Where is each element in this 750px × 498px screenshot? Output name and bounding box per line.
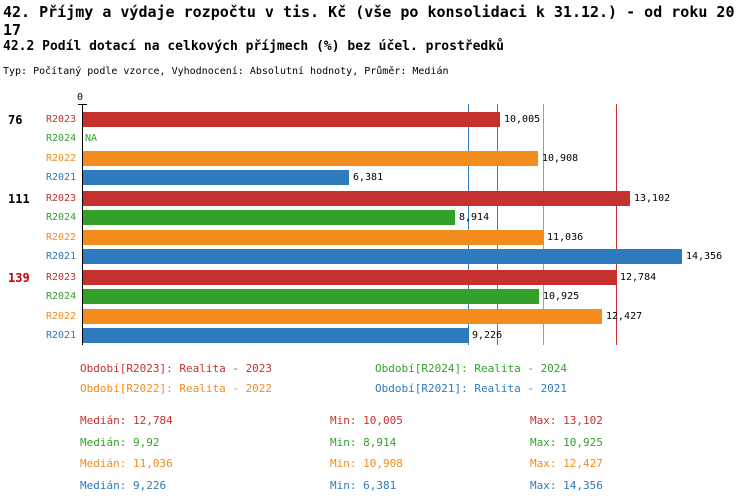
median-line-r2021 xyxy=(468,104,469,345)
series-label-r2022-139: R2022 xyxy=(46,311,77,322)
series-label-r2022-76: R2022 xyxy=(46,153,77,164)
legend-item-r2021: Období[R2021]: Realita - 2021 xyxy=(375,382,568,395)
series-label-r2023-139: R2023 xyxy=(46,272,77,283)
stat-median-r2021: Medián: 9,226 xyxy=(80,479,167,492)
series-label-r2023-111: R2023 xyxy=(46,193,77,204)
series-label-r2022-111: R2022 xyxy=(46,232,77,243)
group-label-139: 139 xyxy=(8,271,30,285)
stat-min-r2023: Min: 10,005 xyxy=(330,414,403,427)
bar-r2022-111 xyxy=(83,230,543,245)
series-label-r2023-76: R2023 xyxy=(46,114,77,125)
chart-title: 42. Příjmy a výdaje rozpočtu v tis. Kč (… xyxy=(3,3,735,39)
value-label-r2023-76: 10,005 xyxy=(504,114,541,125)
stat-median-r2022: Medián: 11,036 xyxy=(80,457,173,470)
series-label-r2021-139: R2021 xyxy=(46,330,77,341)
value-label-r2024-139: 10,925 xyxy=(543,291,580,302)
median-line-r2023 xyxy=(616,104,617,345)
bar-r2022-139 xyxy=(83,309,602,324)
axis-zero-label: 0 xyxy=(77,92,84,103)
series-label-r2024-139: R2024 xyxy=(46,291,77,302)
stat-min-r2022: Min: 10,908 xyxy=(330,457,403,470)
median-line-r2022 xyxy=(543,104,544,345)
group-label-76: 76 xyxy=(8,113,23,127)
legend-item-r2023: Období[R2023]: Realita - 2023 xyxy=(80,362,273,375)
series-label-r2021-76: R2021 xyxy=(46,172,77,183)
series-label-r2024-111: R2024 xyxy=(46,212,77,223)
value-label-r2021-139: 9,226 xyxy=(472,330,503,341)
bar-r2022-76 xyxy=(83,151,538,166)
legend-item-r2024: Období[R2024]: Realita - 2024 xyxy=(375,362,568,375)
stat-min-r2021: Min: 6,381 xyxy=(330,479,397,492)
value-label-r2023-111: 13,102 xyxy=(634,193,671,204)
stat-max-r2023: Max: 13,102 xyxy=(530,414,603,427)
bar-r2021-111 xyxy=(83,249,682,264)
value-label-r2022-139: 12,427 xyxy=(606,311,643,322)
y-axis-line xyxy=(82,104,83,345)
bar-r2024-111 xyxy=(83,210,455,225)
value-label-r2021-76: 6,381 xyxy=(353,172,384,183)
stat-min-r2024: Min: 8,914 xyxy=(330,436,397,449)
median-line-r2024 xyxy=(497,104,498,345)
value-label-r2022-76: 10,908 xyxy=(542,153,579,164)
series-label-r2021-111: R2021 xyxy=(46,251,77,262)
bar-r2024-139 xyxy=(83,289,539,304)
series-label-r2024-76: R2024 xyxy=(46,133,77,144)
stat-max-r2022: Max: 12,427 xyxy=(530,457,603,470)
legend-item-r2022: Období[R2022]: Realita - 2022 xyxy=(80,382,273,395)
value-label-r2021-111: 14,356 xyxy=(686,251,723,262)
value-label-r2024-111: 8,914 xyxy=(459,212,490,223)
stat-median-r2023: Medián: 12,784 xyxy=(80,414,173,427)
chart-subtitle: 42.2 Podíl dotací na celkových příjmech … xyxy=(3,39,504,54)
chart-meta: Typ: Počítaný podle vzorce, Vyhodnocení:… xyxy=(3,66,449,77)
group-label-111: 111 xyxy=(8,192,30,206)
bar-r2023-139 xyxy=(83,270,616,285)
na-label-r2024-76: NA xyxy=(85,133,98,144)
bar-r2021-76 xyxy=(83,170,349,185)
bar-r2021-139 xyxy=(83,328,468,343)
bar-r2023-76 xyxy=(83,112,500,127)
stat-max-r2021: Max: 14,356 xyxy=(530,479,603,492)
stat-max-r2024: Max: 10,925 xyxy=(530,436,603,449)
value-label-r2023-139: 12,784 xyxy=(620,272,657,283)
bar-r2023-111 xyxy=(83,191,630,206)
value-label-r2022-111: 11,036 xyxy=(547,232,584,243)
stat-median-r2024: Medián: 9,92 xyxy=(80,436,160,449)
chart-area: 0 76 R2023 10,005 R2024 NA R2022 10,908 R2021 6,… xyxy=(0,90,750,352)
